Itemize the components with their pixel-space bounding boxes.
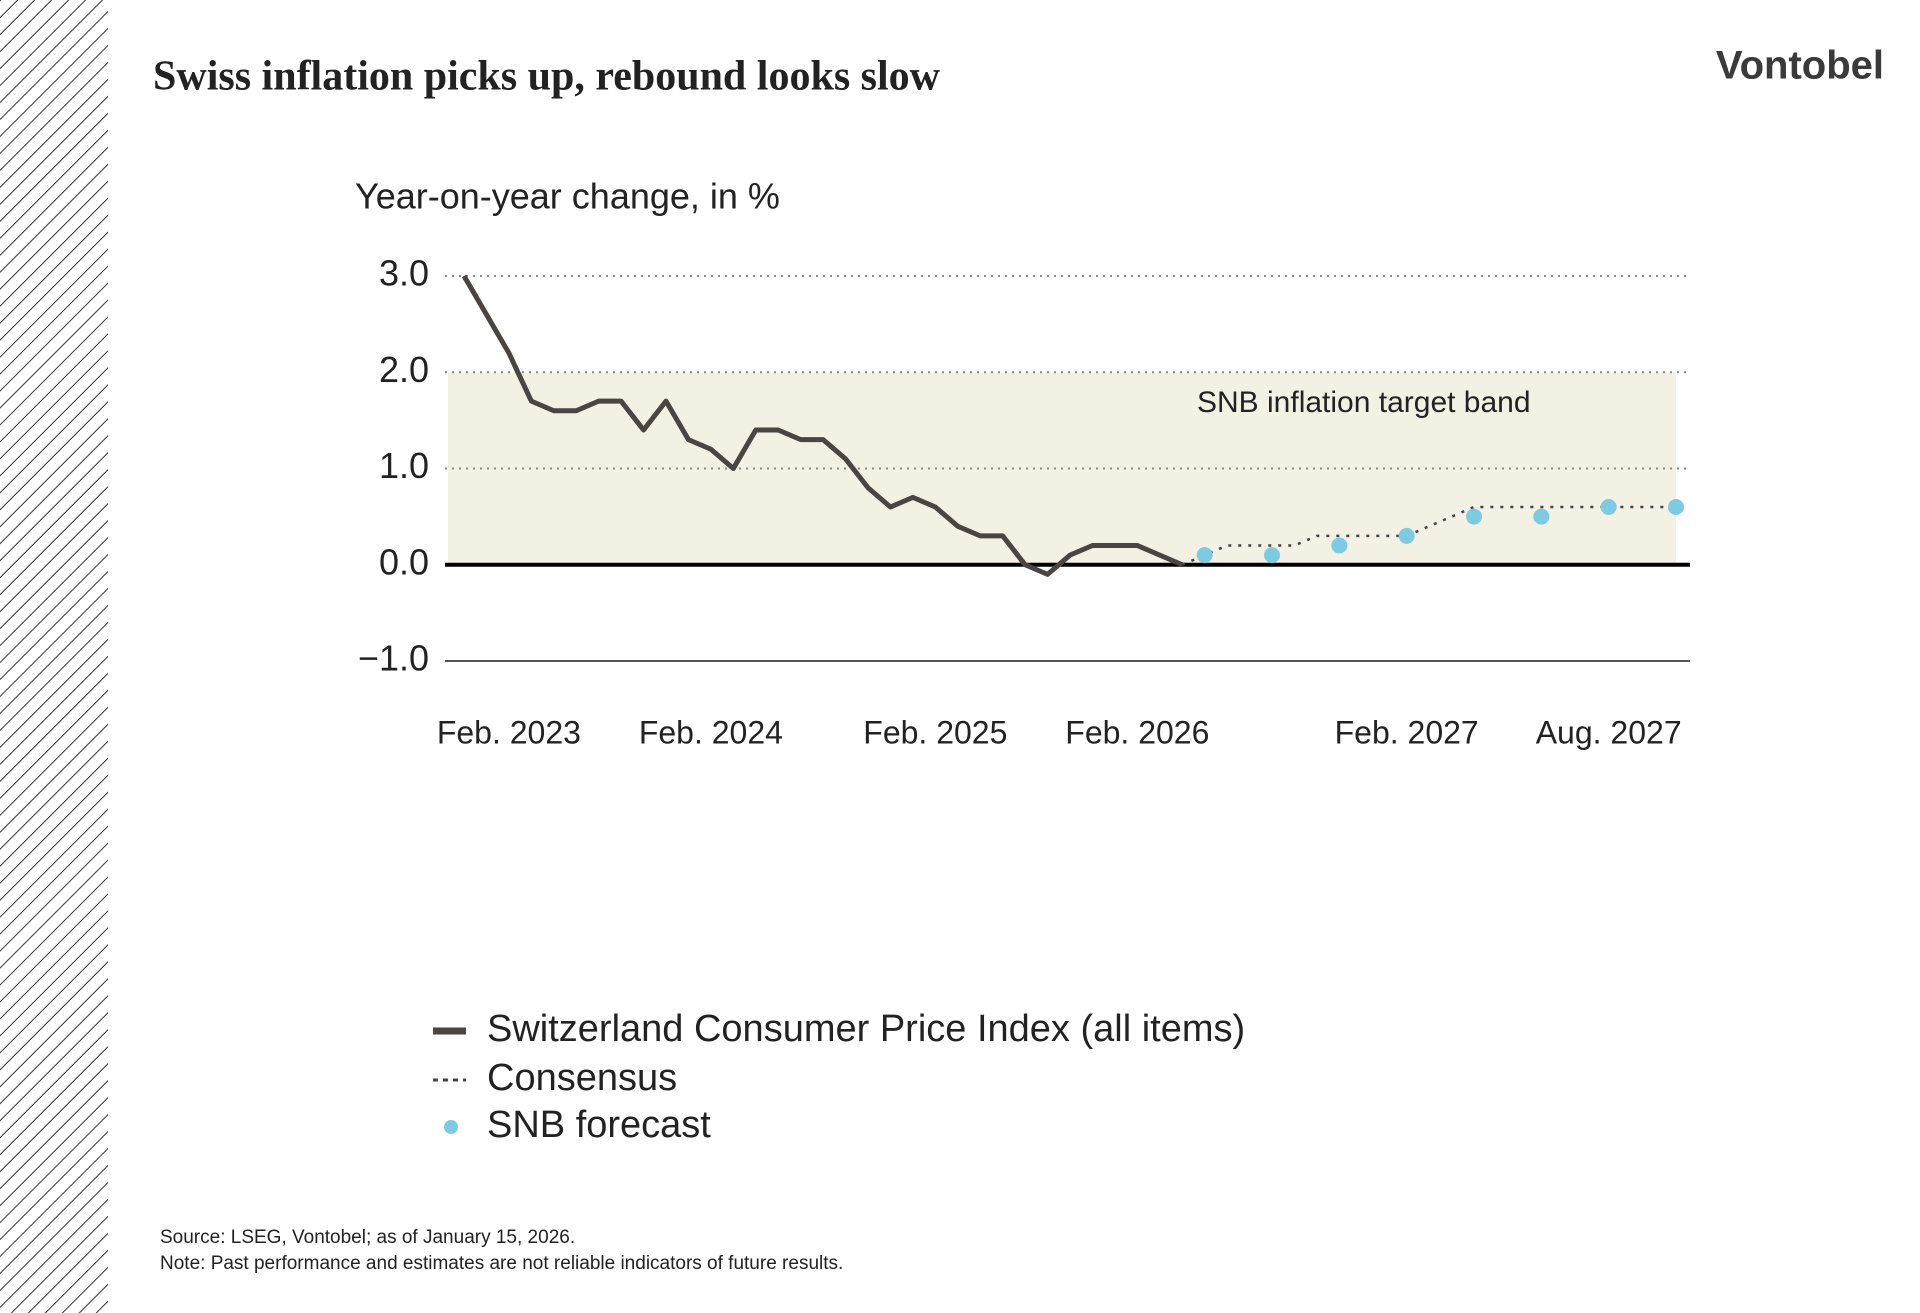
x-tick-label: Feb. 2027 [1335,714,1479,750]
forecast-dot [1264,547,1280,564]
forecast-dot [1398,527,1415,544]
forecast-dot [1331,537,1348,554]
x-tick-label: Feb. 2026 [1065,714,1209,750]
y-tick-label: 2.0 [379,349,429,390]
x-tick-label: Feb. 2025 [863,714,1007,750]
cpi-line [461,274,1184,577]
y-tick-label: 0.0 [379,541,429,582]
y-tick-label: 3.0 [379,253,429,294]
x-tick-label: Aug. 2027 [1536,714,1682,750]
forecast-dot [1668,499,1684,515]
side-hatch [0,0,108,1313]
legend-label: Switzerland Consumer Price Index (all it… [487,1008,1245,1050]
legend-label: Consensus [487,1057,677,1099]
source: Source: LSEG, Vontobel; as of January 15… [160,1227,575,1248]
y-tick-label: −1.0 [358,638,429,679]
forecast-dot [1466,508,1482,525]
note: Note: Past performance and estimates are… [160,1253,843,1274]
y-tick-label: 1.0 [379,445,429,486]
forecast-dot [1196,547,1213,564]
y-axis-label: Year-on-year change, in % [355,176,780,217]
legend-label: SNB forecast [487,1104,711,1146]
band-label: SNB inflation target band [1197,386,1531,419]
plot: SNB inflation target band −1.0 0.0 1.0 2.0 3.… [358,253,1690,1146]
forecast-dot [1533,508,1550,525]
logo: Vontobel [1716,44,1884,88]
x-tick-label: Feb. 2023 [437,714,581,750]
forecast-dot [1600,499,1617,515]
legend-marker [444,1120,458,1134]
x-tick-label: Feb. 2024 [639,714,783,750]
chart-title: Swiss inflation picks up, rebound looks … [153,54,941,100]
